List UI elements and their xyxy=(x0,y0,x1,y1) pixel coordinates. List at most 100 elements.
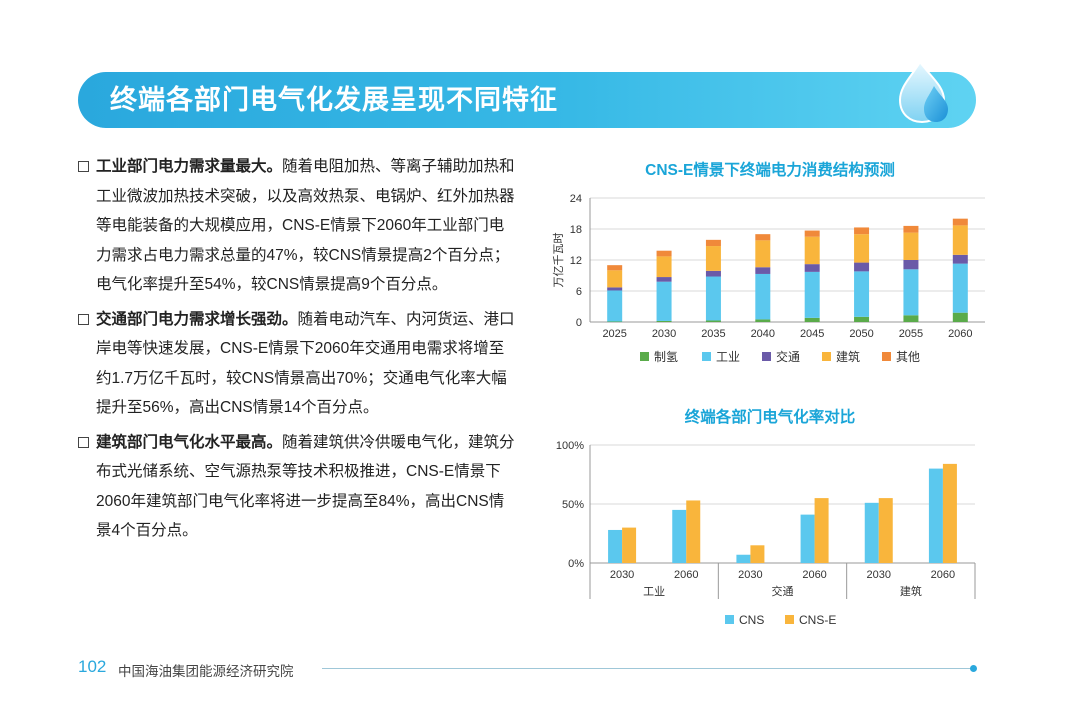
legend-swatch xyxy=(640,352,649,361)
bar xyxy=(878,498,893,563)
bullet-text: 随着建筑供冷供暖电气化，建筑分布式光储系统、空气源热泵等技术积极推进，CNS-E… xyxy=(96,433,515,540)
bar-segment xyxy=(755,319,771,322)
bar-segment xyxy=(755,234,771,241)
x-tick-label: 2060 xyxy=(948,328,972,340)
checkbox-icon xyxy=(78,313,89,325)
bar xyxy=(750,545,765,563)
group-label: 工业 xyxy=(643,585,665,598)
bar xyxy=(928,468,943,563)
bar-segment xyxy=(903,269,919,316)
bar-segment xyxy=(804,271,820,318)
bar-segment xyxy=(705,320,721,322)
bar-segment xyxy=(607,270,623,288)
x-tick-label: 2035 xyxy=(701,328,725,340)
bullet-lead: 工业部门电力需求量最大。 xyxy=(96,158,283,175)
bar xyxy=(672,509,687,563)
footer-organization: 中国海油集团能源经济研究院 xyxy=(118,664,294,679)
bar-segment xyxy=(903,260,919,270)
bar xyxy=(864,502,879,563)
x-tick-label: 2030 xyxy=(738,569,762,581)
legend-swatch xyxy=(882,352,891,361)
bar-segment xyxy=(705,239,721,247)
x-tick-label: 2030 xyxy=(610,569,634,581)
y-tick-label: 50% xyxy=(562,499,584,511)
bar-segment xyxy=(903,315,919,322)
bar-segment xyxy=(854,271,870,317)
bar-segment xyxy=(804,317,820,322)
body-text: 工业部门电力需求量最大。随着电阻加热、等离子辅助加热和工业微波加热技术突破，以及… xyxy=(78,152,518,551)
bullet-text: 随着电动汽车、内河货运、港口岸电等快速发展，CNS-E情景下2060年交通用电需… xyxy=(96,310,515,417)
bar-segment xyxy=(656,256,672,278)
bar xyxy=(942,463,957,563)
x-tick-label: 2060 xyxy=(931,569,955,581)
chart2-title: 终端各部门电气化率对比 xyxy=(684,409,856,426)
x-tick-label: 2030 xyxy=(867,569,891,581)
bar xyxy=(736,554,751,563)
bar-segment xyxy=(854,262,870,272)
bullet-building: 建筑部门电气化水平最高。随着建筑供冷供暖电气化，建筑分布式光储系统、空气源热泵等… xyxy=(78,428,518,546)
bar-segment xyxy=(607,287,623,291)
group-label: 建筑 xyxy=(900,584,922,598)
bar-segment xyxy=(656,281,672,321)
bullet-transport: 交通部门电力需求增长强劲。随着电动汽车、内河货运、港口岸电等快速发展，CNS-E… xyxy=(78,305,518,423)
header-banner: 终端各部门电气化发展呈现不同特征 xyxy=(78,72,976,128)
bar-segment xyxy=(952,312,968,322)
bar-segment xyxy=(607,290,623,322)
legend-label: 建筑 xyxy=(836,349,860,364)
bar-segment xyxy=(607,321,623,322)
page-title: 终端各部门电气化发展呈现不同特征 xyxy=(110,85,558,115)
bar-segment xyxy=(755,267,771,274)
page-number: 102 xyxy=(78,657,107,676)
x-tick-label: 2060 xyxy=(674,569,698,581)
bullet-text: 随着电阻加热、等离子辅助加热和工业微波加热技术突破，以及高效热泵、电锅炉、红外加… xyxy=(96,158,515,293)
checkbox-icon xyxy=(78,436,89,448)
footer-dot xyxy=(970,665,977,672)
bar-segment xyxy=(656,250,672,257)
bar-segment xyxy=(804,264,820,272)
bar-segment xyxy=(952,254,968,264)
bar xyxy=(608,529,623,563)
bar-segment xyxy=(607,265,623,271)
bar xyxy=(622,527,637,563)
legend-label: CNS-E xyxy=(799,613,836,627)
bar-segment xyxy=(903,225,919,233)
chart1-title: CNS-E情景下终端电力消费结构预测 xyxy=(645,162,895,179)
y-tick-label: 12 xyxy=(570,255,582,267)
footer-divider xyxy=(322,668,972,669)
bar-segment xyxy=(854,316,870,322)
legend-label: CNS xyxy=(739,613,764,627)
bar-segment xyxy=(755,273,771,320)
bar-segment xyxy=(656,320,672,322)
chart2-grouped-bar: 0% 50% 100% 2030 2060 2030 2060 2030 2060 工业 交通 建筑 C… xyxy=(556,440,976,627)
legend-swatch xyxy=(822,352,831,361)
bar xyxy=(686,500,701,563)
x-tick-label: 2050 xyxy=(849,328,873,340)
bullet-lead: 交通部门电力需求增长强劲。 xyxy=(96,310,298,328)
bar-segment xyxy=(903,232,919,260)
bar-segment xyxy=(705,246,721,271)
y-tick-label: 6 xyxy=(576,286,582,298)
checkbox-icon xyxy=(78,161,89,172)
x-tick-label: 2055 xyxy=(899,328,923,340)
x-tick-label: 2040 xyxy=(751,328,775,340)
legend-swatch xyxy=(702,352,711,361)
y-axis-label: 万亿千瓦时 xyxy=(552,233,565,288)
bar-segment xyxy=(755,240,771,268)
x-tick-label: 2045 xyxy=(800,328,824,340)
bar-segment xyxy=(854,234,870,263)
bar xyxy=(800,514,815,563)
y-tick-label: 100% xyxy=(556,440,584,452)
bar-segment xyxy=(952,225,968,255)
bar xyxy=(814,498,829,563)
legend-swatch xyxy=(762,352,771,361)
water-drop-icon xyxy=(898,60,948,124)
legend-swatch xyxy=(725,615,734,624)
bar-segment xyxy=(952,218,968,226)
bar-segment xyxy=(804,230,820,237)
x-tick-label: 2030 xyxy=(652,328,676,340)
bar-segment xyxy=(705,270,721,277)
y-tick-label: 0% xyxy=(568,558,584,570)
bar-segment xyxy=(656,277,672,282)
bar-segment xyxy=(705,276,721,321)
bullet-industry: 工业部门电力需求量最大。随着电阻加热、等离子辅助加热和工业微波加热技术突破，以及… xyxy=(78,152,518,300)
